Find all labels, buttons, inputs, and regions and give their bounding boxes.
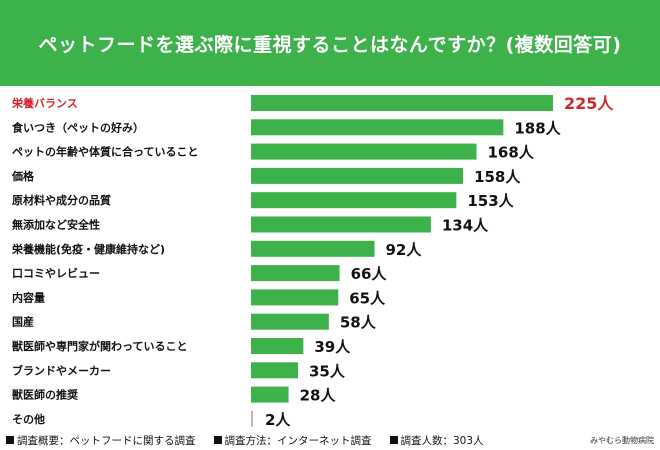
survey-method-text: 調査方法：インターネット調査 bbox=[224, 434, 372, 447]
value-label: 225人 bbox=[564, 94, 614, 113]
bar bbox=[251, 410, 253, 427]
value-label: 58人 bbox=[340, 314, 377, 332]
bar bbox=[251, 119, 504, 136]
category-label: 内容量 bbox=[12, 290, 45, 304]
category-label: 獣医師や専門家が関わっていること bbox=[12, 339, 187, 353]
value-label: 92人 bbox=[385, 241, 422, 259]
footer: 調査概要：ペットフードに関する調査 調査方法：インターネット調査 調査人数：30… bbox=[6, 432, 654, 448]
category-label: 口コミやレビュー bbox=[12, 266, 100, 280]
value-label: 35人 bbox=[309, 362, 346, 380]
category-label: 原材料や成分の品質 bbox=[12, 193, 111, 207]
survey-overview-text: 調査概要：ペットフードに関する調査 bbox=[17, 434, 196, 447]
square-bullet-icon bbox=[6, 436, 14, 444]
bar bbox=[251, 362, 298, 379]
bar bbox=[251, 265, 340, 282]
category-label: その他 bbox=[12, 412, 45, 426]
brand-logo-text: みやむら動物病院 bbox=[590, 435, 654, 445]
square-bullet-icon bbox=[213, 436, 222, 444]
category-label: ペットの年齢や体質に合っていること bbox=[12, 145, 198, 159]
survey-count-text: 調査人数：303人 bbox=[400, 434, 484, 447]
bar bbox=[251, 386, 289, 403]
chart-header: ペットフードを選ぶ際に重視することはなんですか？(複数回答可) bbox=[0, 0, 660, 86]
bar bbox=[251, 143, 477, 160]
survey-method-note: 調査方法：インターネット調査 bbox=[213, 433, 372, 448]
value-label: 65人 bbox=[349, 289, 386, 307]
value-label: 153人 bbox=[467, 192, 514, 210]
value-label: 158人 bbox=[474, 168, 521, 186]
value-label: 66人 bbox=[351, 265, 388, 283]
value-label: 2人 bbox=[265, 411, 291, 429]
category-label: 食いつき（ペットの好み） bbox=[12, 120, 144, 134]
value-label: 39人 bbox=[314, 338, 351, 356]
bar bbox=[251, 192, 457, 209]
value-label: 28人 bbox=[300, 387, 337, 405]
category-label: 栄養バランス bbox=[11, 96, 78, 110]
bar bbox=[251, 216, 431, 233]
survey-overview-note: 調査概要：ペットフードに関する調査 bbox=[6, 433, 196, 448]
bar bbox=[251, 167, 464, 184]
square-bullet-icon bbox=[389, 436, 398, 444]
chart-title: ペットフードを選ぶ際に重視することはなんですか？(複数回答可) bbox=[38, 33, 622, 56]
category-label: 無添加など安全性 bbox=[12, 218, 100, 232]
value-label: 134人 bbox=[442, 217, 489, 235]
category-label: 栄養機能(免疫・健康維持など) bbox=[11, 242, 165, 256]
bar bbox=[251, 313, 329, 330]
value-label: 188人 bbox=[514, 119, 561, 137]
category-label: 価格 bbox=[11, 169, 35, 183]
value-label: 168人 bbox=[487, 144, 534, 162]
survey-count-note: 調査人数：303人 bbox=[389, 433, 484, 448]
bar bbox=[251, 289, 339, 306]
category-label: 国産 bbox=[12, 315, 34, 329]
bar bbox=[251, 338, 304, 354]
category-label: 獣医師の推奨 bbox=[12, 388, 79, 402]
bar bbox=[251, 240, 375, 257]
category-label: ブランドやメーカー bbox=[12, 363, 111, 377]
bar bbox=[251, 95, 553, 111]
